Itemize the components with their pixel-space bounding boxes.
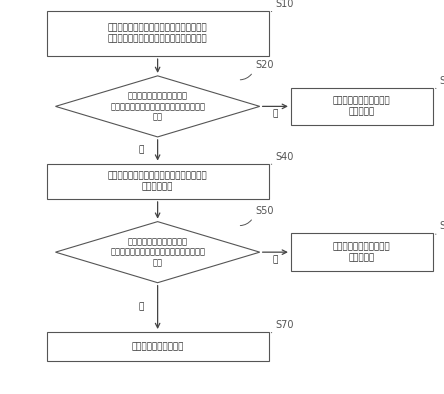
Text: 否: 否 (139, 303, 144, 312)
Polygon shape (56, 221, 260, 283)
Bar (291, 233, 433, 271)
Bar (291, 88, 433, 125)
Text: 确定所述制冷系统正常: 确定所述制冷系统正常 (131, 342, 184, 351)
Text: S10: S10 (275, 0, 293, 9)
Text: S30: S30 (440, 76, 444, 86)
Text: 在压缩机的启动阶段内，执行对空调器的运
行状态参数的检测操作，得到第一检测数据: 在压缩机的启动阶段内，执行对空调器的运 行状态参数的检测操作，得到第一检测数据 (108, 24, 207, 43)
Text: 确定所述空调器存在所述
第一类故障: 确定所述空调器存在所述 第一类故障 (333, 97, 391, 116)
Bar (47, 332, 269, 362)
Text: S70: S70 (275, 320, 294, 330)
Text: 是: 是 (273, 255, 278, 264)
Text: 执行对所述运行状态参数的检测操作，得到
第二检测数据: 执行对所述运行状态参数的检测操作，得到 第二检测数据 (108, 171, 207, 191)
Text: S50: S50 (255, 206, 274, 216)
Text: S60: S60 (440, 221, 444, 232)
Bar (47, 164, 269, 199)
Text: 判断所述第二检测数据是否
满足制冷系统的第二类故障对应的第二判定
条件: 判断所述第二检测数据是否 满足制冷系统的第二类故障对应的第二判定 条件 (110, 237, 205, 267)
Text: 确定所述空调器存在所述
第二类故障: 确定所述空调器存在所述 第二类故障 (333, 242, 391, 262)
Text: S40: S40 (275, 152, 293, 162)
Text: 否: 否 (139, 146, 144, 155)
Bar (47, 11, 269, 56)
Text: S20: S20 (255, 60, 274, 70)
Polygon shape (56, 76, 260, 137)
Text: 判断所述第一检测数据是否
满足制冷系统的第一类故障对应的第一判定
条件: 判断所述第一检测数据是否 满足制冷系统的第一类故障对应的第一判定 条件 (110, 91, 205, 121)
Text: 是: 是 (273, 110, 278, 119)
